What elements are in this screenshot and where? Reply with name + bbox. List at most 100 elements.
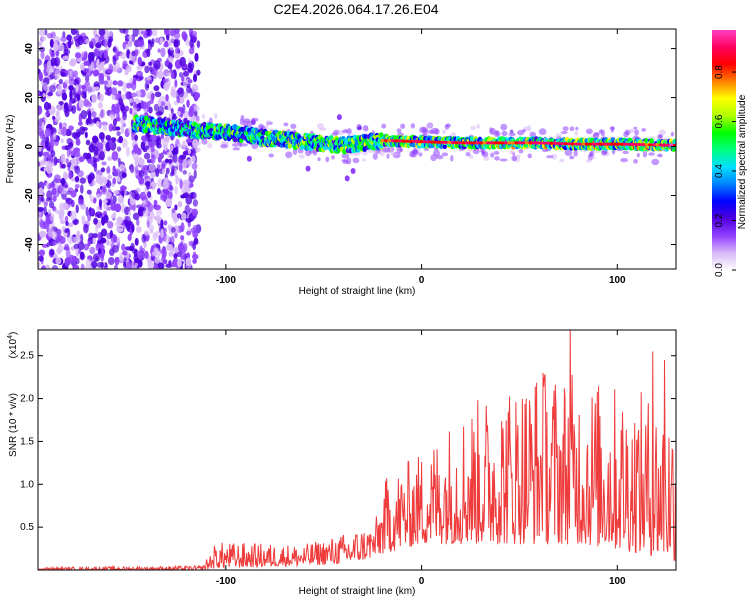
snr-y-axis-label: SNR (10 * v/v) [8,393,19,457]
spectrogram-noise-cell [150,171,156,178]
snr-y-tick-label: 0.5 [20,522,34,533]
spectrogram-noise-cell [192,199,199,207]
spectrogram-noise-cell [73,235,81,244]
spectrogram-noise-cell [90,208,94,215]
spectrogram-noise-cell [77,83,82,92]
spectrogram-noise-cell [182,159,188,169]
spectrogram-noise-cell [44,127,52,137]
spectrogram-noise-cell [268,153,274,158]
spectrogram-peak-cell [584,142,589,146]
spectrogram-noise-cell [152,264,159,269]
spectrogram-noise-cell [283,122,289,127]
spectrogram-peak-cell [486,141,491,145]
spectrogram-noise-cell [165,263,173,268]
colorbar: 0.0 0.2 0.4 0.6 0.8 Normalized spectral ampl… [712,30,748,277]
spectrogram-noise-cell [246,121,253,128]
spectrogram-noise-cell [146,92,151,100]
spectrogram-noise-cell [134,262,139,267]
spectrogram-noise-cell [138,170,145,178]
spectrogram-noise-cell [132,107,138,117]
spectrogram-noise-cell [84,38,90,44]
spectrogram-noise-cell [87,118,94,125]
spectrogram-noise-cell [67,39,72,49]
spectrogram-noise-cell [59,209,65,217]
spectrogram-noise-cell [250,119,256,126]
spectrogram-noise-cell [111,94,116,100]
spectrogram-noise-cell [110,214,116,219]
spectrogram-peak-cell [422,140,427,144]
spectrogram-noise-cell [106,68,113,74]
spectrogram-peak-cell [612,142,617,146]
spectrogram-noise-cell [98,132,105,140]
spectrogram-noise-cell [155,230,160,239]
figure-title: C2E4.2026.064.17.26.E04 [273,1,438,17]
spectrogram-noise-cell [76,170,84,178]
spectrogram-noise-cell [153,85,160,92]
spectrogram-noise-cell [46,32,54,39]
spectrogram-noise-cell [78,98,84,109]
colorbar-ticks: 0.0 0.2 0.4 0.6 0.8 [714,65,736,277]
spectrogram-noise-cell [173,40,180,48]
spectrogram-noise-cell [195,147,201,153]
spectrogram-peak-cell [602,142,607,146]
spectrogram-noise-cell [48,201,55,209]
spectrogram-noise-cell [569,126,575,131]
spectrogram-peak-cell [479,141,484,145]
spectrogram-noise-cell [434,128,440,135]
spectrogram-x-ticks: -100 0 100 [216,29,626,286]
spectrogram-noise-cell [135,226,142,234]
spectrogram-noise-cell [75,128,81,139]
spectrogram-noise-cell [93,145,99,156]
spectrogram-peak-cell [443,140,448,145]
spectrogram-noise-cell [68,78,75,86]
spectrogram-noise-cell [156,137,161,143]
spectrogram-peak-cell [648,143,653,147]
spectrogram-noise-cell [341,158,348,162]
spectrogram-peak-cell [461,141,466,145]
spectrogram-noise-cell [232,147,241,151]
spectrogram-noise-cell [171,208,176,214]
spectrogram-peak-cell [524,141,529,145]
spectrogram-noise-cell [122,111,127,121]
spectrogram-noise-cell [43,82,48,91]
spectrogram-noise-cell [50,57,58,66]
spectrogram-noise-cell [150,93,155,101]
spectrogram-noise-cell [157,70,164,80]
spectrogram-peak-cell [405,139,410,143]
spectrogram-noise-cell [106,166,111,174]
spectrogram-noise-cell [494,156,500,161]
spectrogram-noise-cell [63,48,71,56]
spectrogram-peak-cell [419,140,424,144]
spectrogram-noise-cell [77,121,83,126]
spectrogram-noise-cell [641,128,647,132]
spectrogram-noise-cell [177,143,182,148]
spectrogram-noise-cell [157,48,161,53]
spectrogram-noise-cell [42,151,50,157]
spectrogram-noise-cell [157,99,162,107]
spectrogram-noise-cell [88,65,94,72]
spectrogram-peak-cell [644,143,649,147]
colorbar-tick-label: 0.4 [714,164,725,178]
spectrogram-noise-cell [190,227,197,233]
spectrogram-noise-cell [188,47,195,55]
spectrogram-noise-cell [500,123,508,131]
spectrogram-noise-cell [493,130,501,137]
spectrogram-y-axis-label: Frequency (Hz) [5,115,16,184]
spectrogram-noise-cell [636,152,640,158]
spectrogram-noise-cell [240,143,248,147]
spectrogram-noise-cell [194,52,199,62]
spectrogram-noise-cell [38,255,44,262]
spectrogram-noise-cell [91,233,99,239]
spectrogram-noise-cell [83,152,88,160]
spectrogram-noise-cell [64,243,70,250]
spectrogram-peak-cell [528,141,533,145]
spectrogram-noise-cell [84,264,92,269]
spectrogram-noise-cell [44,29,48,36]
spectrogram-noise-cell [68,149,72,156]
spectrogram-noise-cell [174,79,178,88]
spectrogram-noise-cell [52,132,57,141]
spectrogram-noise-cell [192,258,197,264]
spectrogram-noise-cell [134,134,139,142]
spectrogram-noise-cell [38,211,42,218]
spectrogram-noise-cell [63,228,69,234]
